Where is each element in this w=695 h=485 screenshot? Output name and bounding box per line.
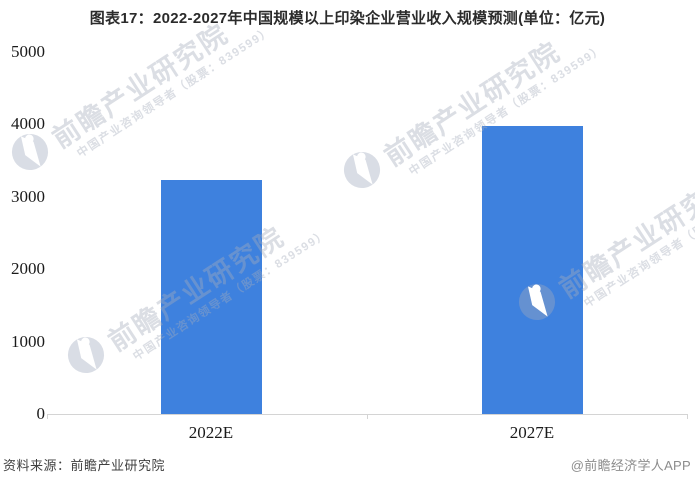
x-axis-label-2022e: 2022E xyxy=(188,423,234,442)
y-axis-tick-label: 5000 xyxy=(11,42,45,61)
y-axis-tick-label: 0 xyxy=(36,404,46,423)
x-axis-label-2027e: 2027E xyxy=(509,423,555,442)
y-axis-tick-label: 4000 xyxy=(11,114,45,134)
bar-2027E xyxy=(481,125,583,414)
chart-title: 图表17：2022-2027年中国规模以上印染企业营业收入规模预测(单位：亿元) xyxy=(89,10,606,27)
app-credit-note: @前瞻经济学人APP xyxy=(570,458,691,473)
bar-2022E xyxy=(160,179,262,414)
y-axis-tick-label: 3000 xyxy=(11,186,45,206)
y-axis-tick-label: 2000 xyxy=(11,259,45,279)
x-axis-tick-mark xyxy=(367,414,368,419)
data-source-note: 资料来源：前瞻产业研究院 xyxy=(3,458,166,473)
x-axis-tick-mark xyxy=(687,414,688,419)
y-axis-tick-label: 1000 xyxy=(11,331,45,351)
x-axis-tick-mark xyxy=(47,414,48,419)
